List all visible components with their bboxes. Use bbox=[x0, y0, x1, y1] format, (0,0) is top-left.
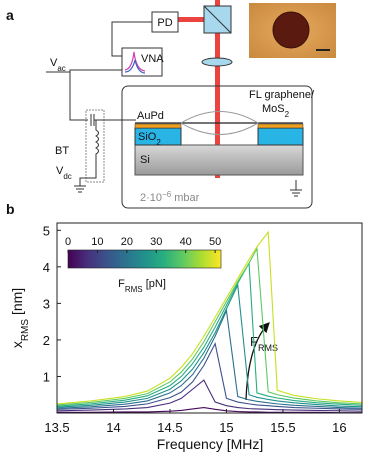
aupd bbox=[134, 123, 182, 129]
x-tick-label: 15 bbox=[219, 420, 233, 435]
pressure-sup: −6 bbox=[162, 190, 172, 199]
pressure-label: 2·10−6 mbar bbox=[140, 190, 200, 205]
x-tick-label: 14.5 bbox=[157, 420, 182, 435]
x-tick-label: 14 bbox=[106, 420, 120, 435]
y-tick-label: 1 bbox=[43, 369, 50, 384]
membrane-motion bbox=[180, 111, 259, 135]
sio2 bbox=[257, 127, 304, 146]
x-tick-label: 16 bbox=[332, 420, 346, 435]
colorbar-tick-label: 30 bbox=[150, 236, 162, 248]
panel-label: b bbox=[6, 201, 15, 217]
chart: b Frequency [MHz] xRMS [nm] FRMS [pN] FR… bbox=[6, 201, 363, 452]
colorbar-label-main: F bbox=[118, 278, 125, 290]
x-tick-label: 13.5 bbox=[44, 420, 69, 435]
x-tick-label: 15.5 bbox=[270, 420, 295, 435]
vdc-main: V bbox=[56, 165, 64, 177]
annotation-sub: RMS bbox=[258, 343, 278, 353]
drum bbox=[272, 11, 310, 49]
mos2-main: MoS bbox=[262, 103, 285, 115]
vna-trace bbox=[124, 59, 146, 74]
x-axis-label: Frequency [MHz] bbox=[157, 436, 264, 452]
si-substrate bbox=[134, 144, 304, 176]
plot-frame bbox=[56, 222, 363, 414]
membrane-label: FL graphene/ bbox=[249, 89, 315, 101]
resonance-curve bbox=[56, 230, 363, 405]
ground bbox=[74, 185, 86, 193]
colorbar-tick-label: 50 bbox=[209, 236, 221, 248]
y-label-main: x bbox=[9, 341, 25, 348]
pd-label: PD bbox=[157, 17, 172, 29]
colorbar-label-unit: [pN] bbox=[143, 278, 166, 290]
y-tick-label: 5 bbox=[43, 223, 50, 238]
y-tick-label: 3 bbox=[43, 296, 50, 311]
resonance-curve bbox=[56, 379, 363, 412]
y-tick-label: 4 bbox=[43, 260, 50, 275]
pressure-unit: mbar bbox=[171, 192, 199, 204]
vac-label: Vac bbox=[50, 57, 66, 73]
membrane-label: MoS2 bbox=[262, 103, 290, 119]
sio2-main: SiO bbox=[138, 131, 157, 143]
resonance-curve bbox=[56, 341, 363, 410]
aupd-label: AuPd bbox=[137, 110, 164, 122]
y-label-sub: RMS bbox=[20, 319, 31, 342]
bt-label: BT bbox=[55, 145, 69, 157]
vac-main: V bbox=[50, 57, 58, 69]
lens bbox=[201, 57, 233, 67]
si-label: Si bbox=[140, 154, 150, 166]
resonance-curve bbox=[56, 261, 363, 407]
panel-label: a bbox=[6, 7, 14, 23]
laser-beam bbox=[178, 17, 206, 22]
vdc-label: Vdc bbox=[56, 165, 72, 181]
colorbar-tick-label: 20 bbox=[121, 236, 133, 248]
vac-sub: ac bbox=[57, 64, 65, 73]
mos2-sub: 2 bbox=[285, 110, 290, 119]
colorbar bbox=[67, 249, 222, 269]
colorbar-tick-label: 10 bbox=[91, 236, 103, 248]
y-tick-label: 2 bbox=[43, 333, 50, 348]
wire bbox=[111, 21, 152, 57]
y-label-unit: [nm] bbox=[9, 288, 25, 319]
ground bbox=[290, 180, 302, 197]
wire bbox=[69, 69, 122, 83]
laser-beam bbox=[215, 0, 220, 178]
vna-trace bbox=[124, 51, 146, 72]
colorbar-label-sub: RMS bbox=[125, 285, 143, 294]
inductor bbox=[79, 120, 99, 186]
resonance-curve bbox=[56, 283, 363, 408]
vdc-sub: dc bbox=[63, 172, 71, 181]
vacuum-chamber bbox=[121, 85, 313, 209]
colorbar-tick-label: 40 bbox=[180, 236, 192, 248]
pressure-main: 2·10 bbox=[140, 192, 162, 204]
sio2-sub: 2 bbox=[156, 138, 161, 147]
vna-label: VNA bbox=[141, 53, 164, 65]
aupd bbox=[257, 123, 304, 129]
y-axis-label: xRMS [nm] bbox=[9, 288, 31, 348]
sio2-label: SiO2 bbox=[138, 131, 161, 147]
setup-diagram: a PD VNA Vac BT Vdc AuPd SiO2 Si FL grap… bbox=[6, 0, 336, 209]
capacitor bbox=[69, 83, 136, 126]
colorbar-tick-label: 0 bbox=[65, 236, 71, 248]
bias-tee-box bbox=[85, 109, 105, 183]
resonance-curve bbox=[56, 246, 363, 406]
resonance-curve bbox=[56, 308, 363, 409]
beam-splitter-diagonal bbox=[203, 5, 232, 34]
annotation-arrow bbox=[245, 322, 270, 401]
colorbar-label: FRMS [pN] bbox=[118, 278, 166, 294]
